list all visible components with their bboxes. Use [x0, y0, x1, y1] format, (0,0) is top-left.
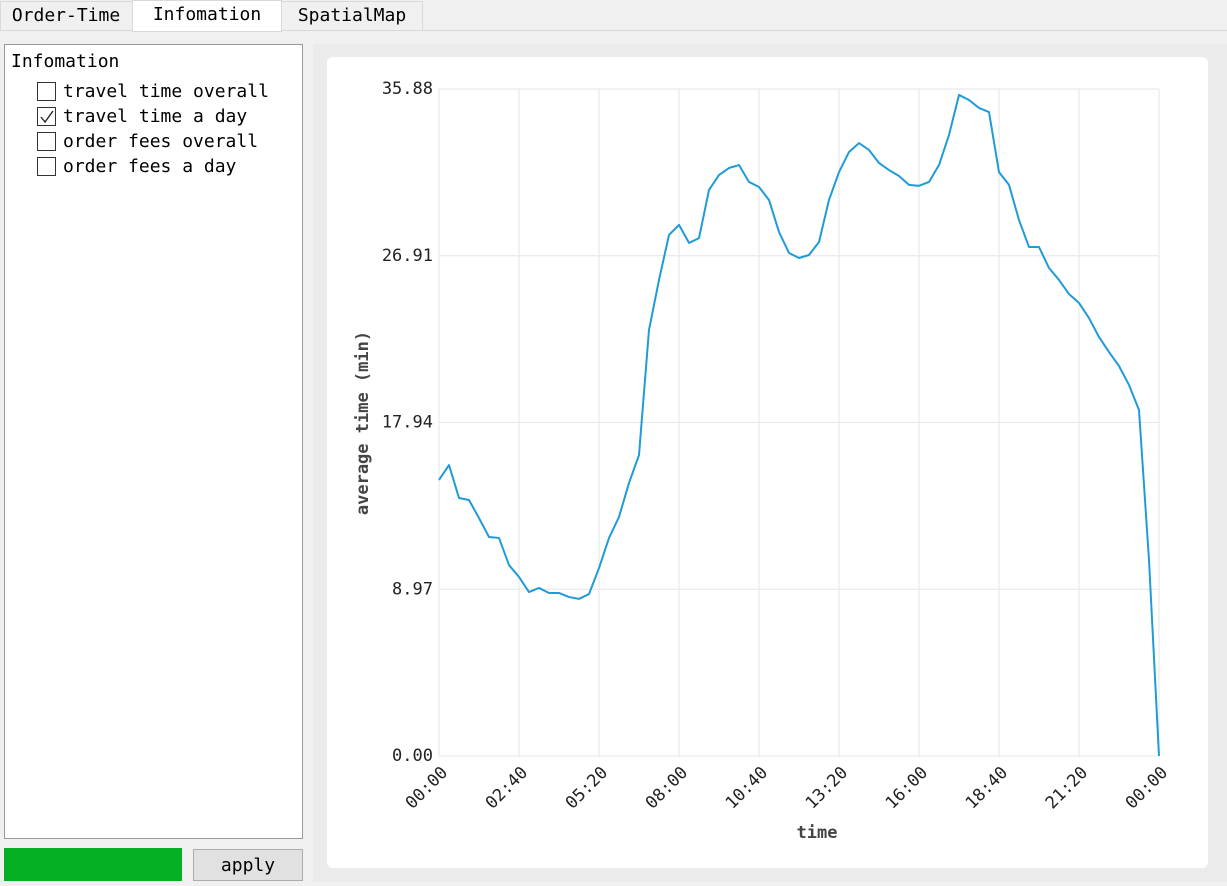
- y-tick-label: 17.94: [382, 413, 433, 433]
- progress-bar: [4, 848, 182, 881]
- apply-label: apply: [221, 855, 275, 876]
- option-label: order fees a day: [63, 156, 237, 177]
- y-tick-label: 0.00: [392, 746, 433, 766]
- tab-label: SpatialMap: [298, 5, 406, 26]
- option-list: travel time overall travel time a day orde…: [37, 81, 269, 177]
- checkbox[interactable]: [37, 82, 56, 101]
- chart-card: [327, 57, 1208, 868]
- option-label: order fees overall: [63, 131, 258, 152]
- tab-label: Infomation: [153, 4, 261, 25]
- option-label: travel time overall: [63, 81, 269, 102]
- panel-title: Infomation: [11, 51, 119, 72]
- checkbox[interactable]: [37, 132, 56, 151]
- options-panel: [4, 44, 303, 839]
- checkbox[interactable]: [37, 157, 56, 176]
- y-tick-label: 35.88: [382, 79, 433, 99]
- tab-label: Order-Time: [12, 5, 120, 26]
- y-axis-label: average time (min): [353, 331, 373, 515]
- check-mark: [40, 110, 54, 124]
- tab-bar: Order-Time Infomation SpatialMap: [0, 0, 423, 32]
- y-tick-label: 8.97: [392, 579, 433, 599]
- x-axis-label: time: [797, 823, 838, 843]
- apply-button[interactable]: [193, 849, 303, 881]
- tab[interactable]: [0, 1, 133, 31]
- y-tick-label: 26.91: [382, 246, 433, 266]
- checkbox[interactable]: [37, 107, 56, 126]
- option-label: travel time a day: [63, 106, 247, 127]
- tab[interactable]: [281, 1, 423, 31]
- data-line: [438, 93, 1160, 757]
- tab-active[interactable]: [132, 0, 282, 32]
